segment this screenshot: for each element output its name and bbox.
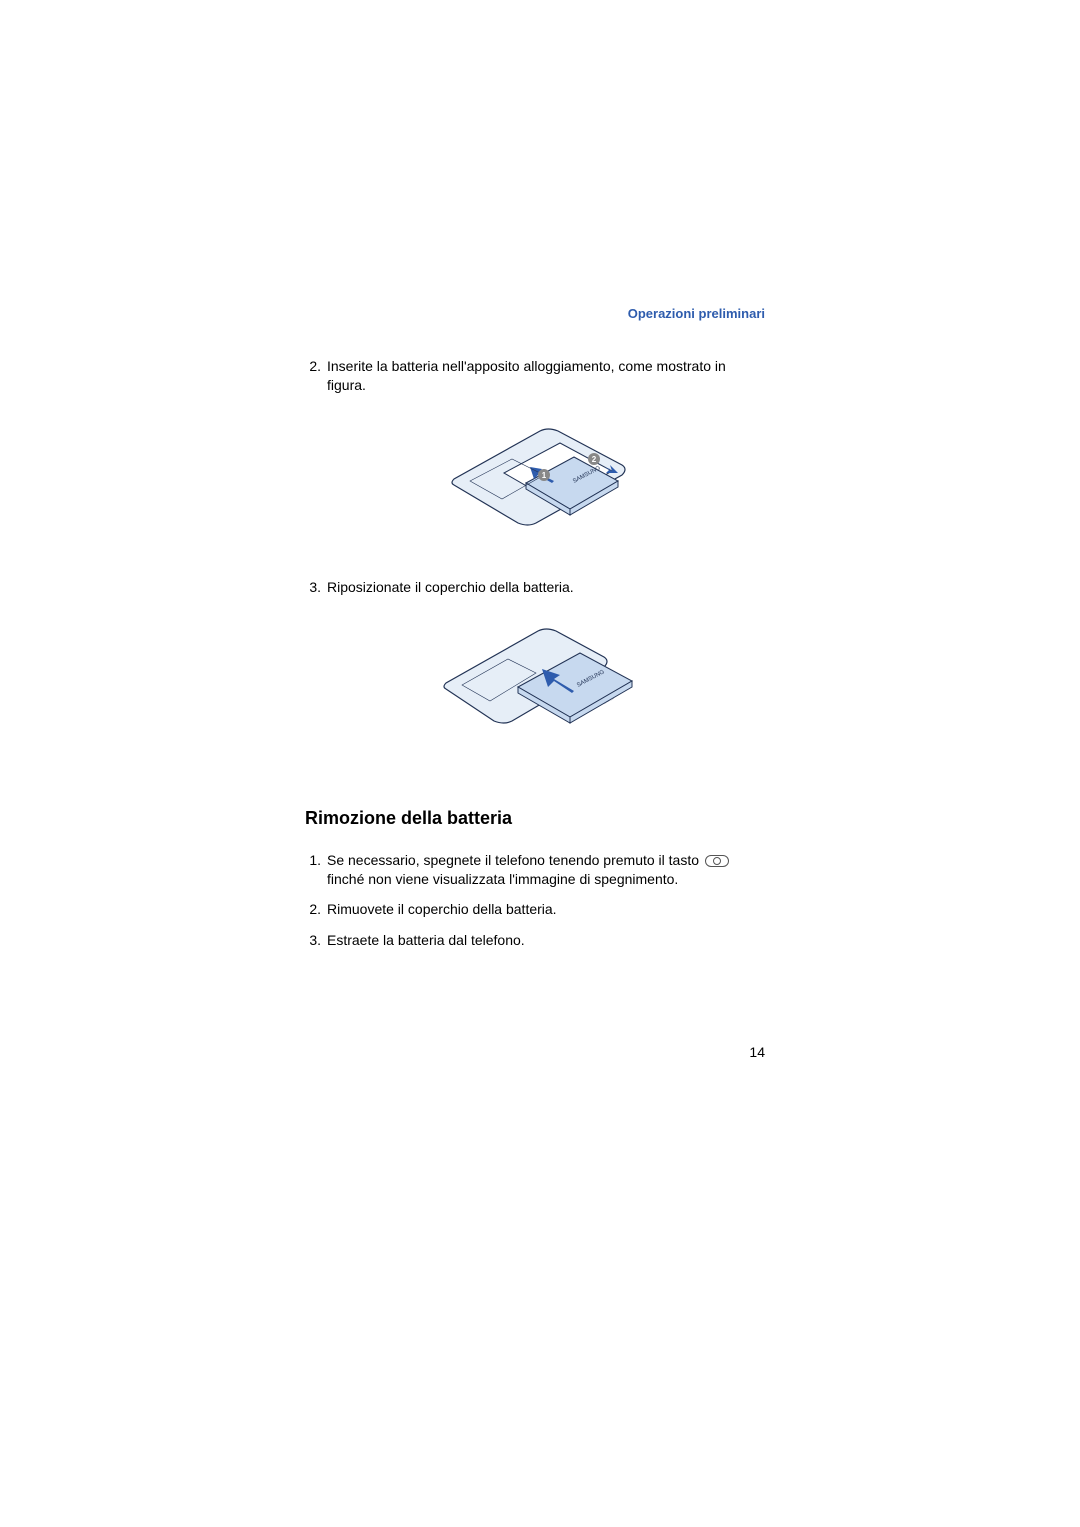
phone-cover-replace-illustration: SAMSUNG········· bbox=[428, 625, 642, 747]
step-text-after: finché non viene visualizzata l'immagine… bbox=[327, 871, 678, 887]
removal-steps: 1. Se necessario, spegnete il telefono t… bbox=[305, 851, 765, 951]
install-step-3: 3. Riposizionate il coperchio della batt… bbox=[305, 578, 765, 597]
step-text: Se necessario, spegnete il telefono tene… bbox=[327, 851, 765, 889]
phone-battery-insert-illustration: SAMSUNG12 bbox=[434, 423, 636, 533]
step-text: Inserite la batteria nell'apposito allog… bbox=[327, 357, 765, 395]
step-number: 3. bbox=[305, 931, 327, 950]
removal-heading: Rimozione della batteria bbox=[305, 808, 765, 829]
step-number: 1. bbox=[305, 851, 327, 889]
figure-cover-replace: SAMSUNG········· bbox=[305, 625, 765, 752]
step-text: Estraete la batteria dal telefono. bbox=[327, 931, 765, 950]
svg-text:1: 1 bbox=[542, 471, 547, 480]
step-text-before: Se necessario, spegnete il telefono tene… bbox=[327, 852, 703, 868]
step-number: 3. bbox=[305, 578, 327, 597]
figure-battery-insert: SAMSUNG12 bbox=[305, 423, 765, 538]
svg-text:2: 2 bbox=[592, 455, 597, 464]
page-number: 14 bbox=[749, 1044, 765, 1060]
step-number: 2. bbox=[305, 900, 327, 919]
step-text: Riposizionate il coperchio della batteri… bbox=[327, 578, 765, 597]
step-text: Rimuovete il coperchio della batteria. bbox=[327, 900, 765, 919]
removal-step-2: 2. Rimuovete il coperchio della batteria… bbox=[305, 900, 765, 919]
removal-step-1: 1. Se necessario, spegnete il telefono t… bbox=[305, 851, 765, 889]
page-content: Operazioni preliminari 2. Inserite la ba… bbox=[305, 306, 765, 950]
section-header: Operazioni preliminari bbox=[305, 306, 765, 321]
power-key-icon bbox=[705, 855, 729, 867]
step-number: 2. bbox=[305, 357, 327, 395]
removal-step-3: 3. Estraete la batteria dal telefono. bbox=[305, 931, 765, 950]
install-step-2: 2. Inserite la batteria nell'apposito al… bbox=[305, 357, 765, 395]
